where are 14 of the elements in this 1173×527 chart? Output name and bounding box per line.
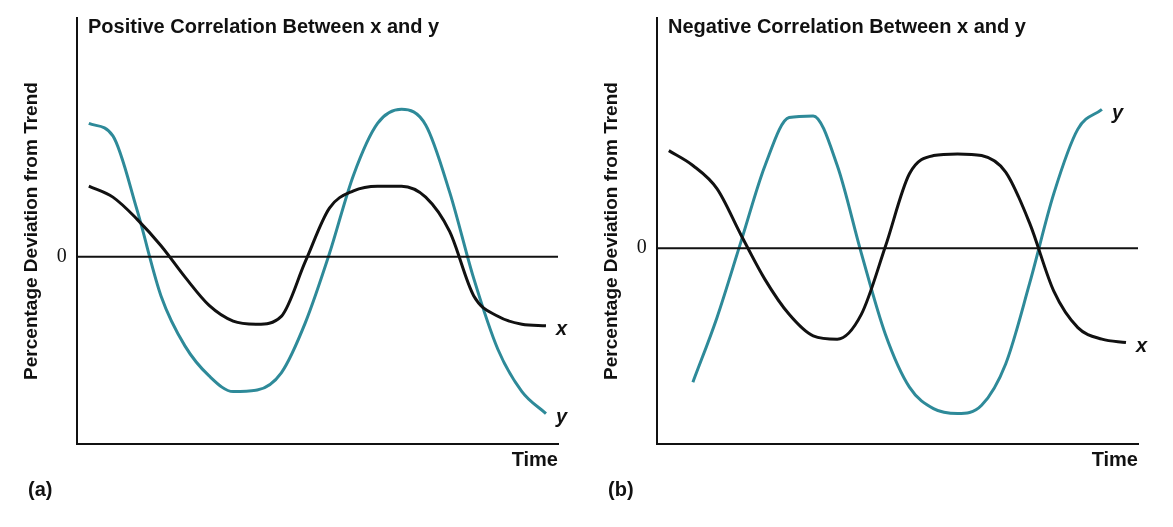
- chart-title: Positive Correlation Between x and y: [88, 14, 440, 38]
- chart-title: Negative Correlation Between x and y: [668, 14, 1026, 38]
- y-axis-title: Percentage Deviation from Trend: [599, 82, 621, 380]
- x-axis-title: Time: [511, 447, 558, 470]
- series-label: y: [1110, 100, 1124, 123]
- ref-line-label: 0: [56, 243, 67, 266]
- text: (b): [608, 478, 634, 501]
- series-label: x: [554, 317, 568, 340]
- series-label: x: [1134, 333, 1148, 356]
- series-label: y: [554, 405, 568, 428]
- ref-line-label: 0: [636, 235, 647, 258]
- y-axis-title: Percentage Deviation from Trend: [19, 82, 41, 380]
- x-axis-title: Time: [1091, 447, 1138, 470]
- text: (a): [28, 478, 53, 501]
